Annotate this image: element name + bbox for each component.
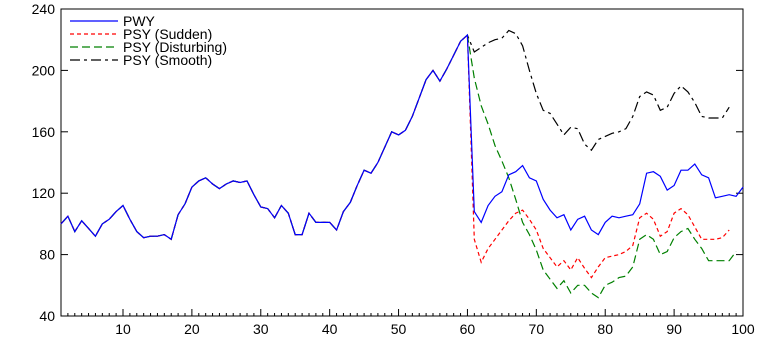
x-tick-label: 10 [115, 321, 131, 337]
x-tick-label: 50 [391, 321, 407, 337]
x-tick-label: 20 [184, 321, 200, 337]
y-tick-label: 120 [32, 185, 56, 201]
x-tick-label: 90 [666, 321, 682, 337]
legend-label: PWY [123, 13, 156, 29]
y-tick-label: 40 [39, 308, 55, 324]
x-tick-label: 70 [529, 321, 545, 337]
y-axis: 40 80 120 160 200 240 [32, 1, 743, 324]
x-tick-label: 100 [731, 321, 755, 337]
x-tick-label: 40 [322, 321, 338, 337]
plot-area-frame [60, 8, 744, 317]
x-tick-label: 60 [460, 321, 476, 337]
legend-label: PSY (Disturbing) [123, 39, 227, 55]
x-tick-label: 30 [253, 321, 269, 337]
legend-label: PSY (Smooth) [123, 52, 212, 68]
legend-label: PSY (Sudden) [123, 26, 212, 42]
x-tick-label: 80 [597, 321, 613, 337]
x-axis: 10 20 30 40 50 60 70 80 90 100 [60, 309, 755, 337]
y-tick-label: 240 [32, 1, 56, 17]
y-tick-label: 160 [32, 124, 56, 140]
y-tick-label: 200 [32, 62, 56, 78]
series-layer [60, 29, 744, 299]
series-line-pwy [60, 33, 744, 241]
y-tick-label: 80 [39, 247, 55, 263]
